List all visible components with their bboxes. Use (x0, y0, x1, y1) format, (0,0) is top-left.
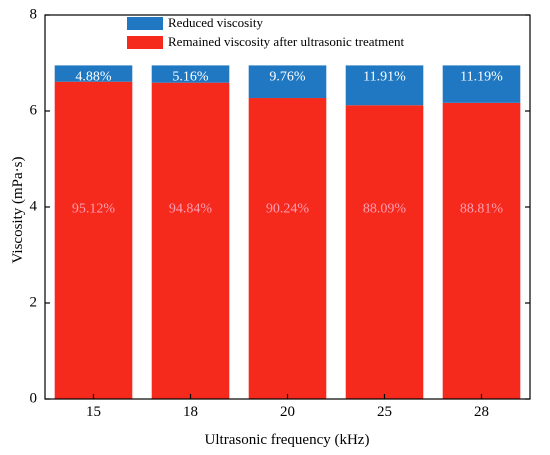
legend-label-remained: Remained viscosity after ultrasonic trea… (168, 34, 404, 49)
y-axis-title: Viscosity (mPa·s) (10, 156, 26, 263)
bar-reduced-25 (345, 65, 424, 106)
bar-remained-20 (248, 98, 327, 399)
bar-remained-28 (442, 102, 521, 399)
label-reduced-15: 4.88% (75, 70, 112, 85)
bar-remained-18 (151, 82, 230, 400)
y-tick-label-2: 2 (30, 294, 38, 310)
label-remained-28: 88.81% (460, 202, 504, 217)
x-tick-label-28: 28 (474, 404, 489, 420)
label-reduced-28: 11.19% (460, 70, 503, 85)
bars-group (54, 65, 521, 400)
data-labels-group: 95.12% 4.88% 94.84% 5.16% 90.24% 9.76% 88.09% 1… (72, 70, 504, 217)
legend-swatch-remained (127, 36, 163, 49)
x-axis-title: Ultrasonic frequency (kHz) (205, 432, 370, 448)
x-tick-label-25: 25 (377, 404, 392, 420)
bar-reduced-20 (248, 65, 327, 99)
x-tick-label-15: 15 (86, 404, 101, 420)
label-reduced-18: 5.16% (172, 70, 209, 85)
legend: Reduced viscosity Remained viscosity afte… (127, 15, 404, 49)
legend-swatch-reduced (127, 17, 163, 30)
legend-label-reduced: Reduced viscosity (168, 15, 263, 30)
axes-group: 0 2 4 6 8 15 18 20 25 28 (30, 6, 531, 420)
label-remained-15: 95.12% (72, 202, 116, 217)
y-tick-label-0: 0 (30, 390, 38, 406)
label-remained-20: 90.24% (266, 202, 310, 217)
x-tick-label-18: 18 (183, 404, 198, 420)
bar-reduced-15 (54, 65, 133, 82)
label-remained-25: 88.09% (363, 202, 407, 217)
bar-reduced-28 (442, 65, 521, 103)
bar-reduced-18 (151, 65, 230, 83)
label-reduced-20: 9.76% (269, 70, 306, 85)
y-tick-label-6: 6 (30, 102, 38, 118)
y-tick-label-4: 4 (30, 198, 38, 214)
label-reduced-25: 11.91% (363, 70, 406, 85)
label-remained-18: 94.84% (169, 202, 213, 217)
x-tick-label-20: 20 (280, 404, 295, 420)
y-tick-label-8: 8 (30, 6, 38, 22)
bar-remained-25 (345, 105, 424, 400)
bar-remained-15 (54, 81, 133, 399)
